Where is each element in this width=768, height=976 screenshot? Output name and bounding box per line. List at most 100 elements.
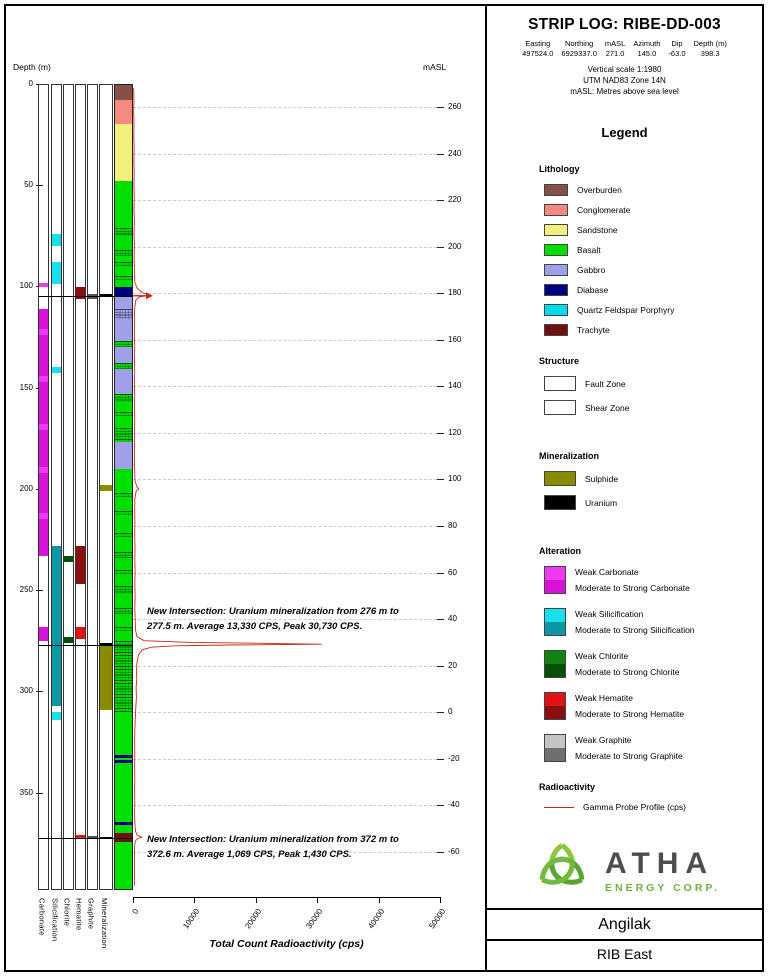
- silicification-track-outline: [51, 84, 62, 891]
- mineralization-swatch: [544, 471, 576, 487]
- legend-item-label: Fault Zone: [585, 378, 626, 389]
- gamma-line-swatch: [544, 806, 574, 808]
- lithology-track-outline: [114, 84, 133, 891]
- carbonate-interval: [38, 381, 49, 425]
- masl-tick: [437, 619, 444, 621]
- collar-field-value: 145.0: [637, 49, 657, 58]
- legend-item: Basalt: [544, 244, 762, 257]
- track-label-carbonate: Carbonate: [37, 898, 47, 936]
- legend-item: Diabase: [544, 284, 762, 297]
- collar-field-value: 497524.0: [522, 49, 554, 58]
- legend-item-label: Trachyte: [577, 325, 610, 336]
- lithology-interval: [114, 573, 133, 587]
- weak-label: Weak Silicification: [575, 609, 644, 620]
- masl-gridline: [133, 665, 437, 667]
- legend-item: Gamma Probe Profile (cps): [544, 802, 762, 812]
- radioactivity-tick: [194, 897, 196, 903]
- lithology-interval: [114, 515, 133, 534]
- fault-zone-overlay: [114, 551, 133, 558]
- depth-tick: [36, 185, 43, 187]
- depth-tick: [36, 691, 43, 693]
- weak-label: Weak Hematite: [575, 693, 633, 704]
- collar-field-value: 6929337.0: [561, 49, 597, 58]
- legend-item: Overburden: [544, 184, 762, 197]
- masl-gridline: [133, 619, 437, 621]
- silicification-interval: [51, 545, 62, 706]
- masl-gridline: [133, 479, 437, 481]
- depth-tick-label: 300: [19, 686, 33, 696]
- note-line: mASL: Metres above sea level: [570, 86, 679, 96]
- depth-tick-label: 50: [24, 180, 33, 190]
- alteration-labels: Weak Graphite Moderate to Strong Graphite: [575, 734, 683, 762]
- legend-item: Weak Silicification Moderate to Strong Si…: [544, 608, 762, 637]
- fault-zone-overlay: [114, 586, 133, 595]
- weak-swatch-half: [545, 609, 565, 623]
- atha-logo-icon: [539, 843, 585, 886]
- lithology-interval: [114, 442, 133, 469]
- hematite-interval: [75, 626, 86, 639]
- collar-field: Azimuth 145.0: [633, 39, 660, 58]
- carbonate-track-outline: [38, 84, 49, 891]
- lithology-interval: [114, 630, 133, 641]
- radioactivity-tick: [317, 897, 319, 903]
- masl-tick-label: 140: [448, 381, 462, 391]
- masl-tick-label: 220: [448, 195, 462, 205]
- carbonate-interval: [38, 430, 49, 467]
- intersection-annotation-1: New Intersection: Uranium mineralization…: [147, 605, 399, 633]
- masl-gridline: [133, 153, 437, 155]
- carbonate-interval: [38, 335, 49, 376]
- fault-zone-overlay: [114, 492, 133, 497]
- collar-field-value: 271.0: [605, 49, 625, 58]
- lithology-swatch: [544, 224, 568, 237]
- legend-section-title: Radioactivity: [539, 782, 596, 793]
- chlorite-interval: [63, 636, 74, 643]
- radioactivity-axis-title: Total Count Radioactivity (cps): [209, 938, 364, 950]
- mineralization-interval: [99, 642, 113, 646]
- collar-field: Easting 497524.0: [522, 39, 553, 58]
- legend-item-label: Gamma Probe Profile (cps): [583, 802, 686, 813]
- lithology-interval: [114, 235, 133, 250]
- scale-notes: Vertical scale 1:1980 UTM NAD83 Zone 14N m…: [487, 65, 762, 97]
- lithology-interval: [114, 296, 133, 309]
- lithology-swatch: [544, 304, 568, 317]
- lithology-swatch: [544, 284, 568, 297]
- hematite-interval: [75, 287, 86, 299]
- track-label-hematite: Hematite: [74, 898, 84, 931]
- fault-zone-overlay: [114, 511, 133, 516]
- logo-subtitle: ENERGY CORP.: [605, 881, 720, 894]
- masl-tick: [437, 851, 444, 853]
- uranium-intersection-marker: [38, 295, 133, 298]
- masl-gridline: [133, 526, 437, 528]
- uranium-intersection-marker: [38, 837, 133, 840]
- masl-tick: [437, 200, 444, 202]
- masl-gridline: [133, 293, 437, 295]
- lithology-interval: [114, 256, 133, 263]
- depth-tick-label: 200: [19, 483, 33, 493]
- collar-field-value: 398.3: [700, 49, 720, 58]
- masl-axis-title: mASL: [423, 62, 447, 72]
- masl-tick-label: 180: [448, 288, 462, 298]
- weak-swatch-half: [545, 651, 565, 665]
- weak-label: Weak Chlorite: [575, 651, 629, 662]
- note-line: Vertical scale 1:1980: [587, 65, 662, 74]
- radioactivity-axis-line: [133, 897, 440, 898]
- alteration-labels: Weak Carbonate Moderate to Strong Carbona…: [575, 566, 690, 594]
- fault-zone-overlay: [114, 608, 133, 615]
- graphite-interval: [87, 836, 98, 840]
- alteration-labels: Weak Hematite Moderate to Strong Hematite: [575, 692, 684, 720]
- masl-tick-label: 100: [448, 474, 462, 484]
- legend-item-label: Sulphide: [585, 473, 619, 484]
- legend-item: Fault Zone: [544, 376, 762, 392]
- masl-tick: [437, 526, 444, 528]
- masl-gridline: [133, 200, 437, 202]
- depth-tick: [36, 590, 43, 592]
- collar-field-label: Azimuth: [633, 39, 661, 48]
- masl-gridline: [133, 572, 437, 574]
- legend-section-title: Alteration: [539, 546, 582, 557]
- legend-item-label: Overburden: [577, 185, 622, 196]
- legend-item-label: Shear Zone: [585, 402, 630, 413]
- note-line: UTM NAD83 Zone 14N: [583, 75, 666, 85]
- mineralization-swatch: [544, 495, 576, 511]
- collar-field-label: Easting: [525, 39, 551, 48]
- depth-tick: [36, 792, 43, 794]
